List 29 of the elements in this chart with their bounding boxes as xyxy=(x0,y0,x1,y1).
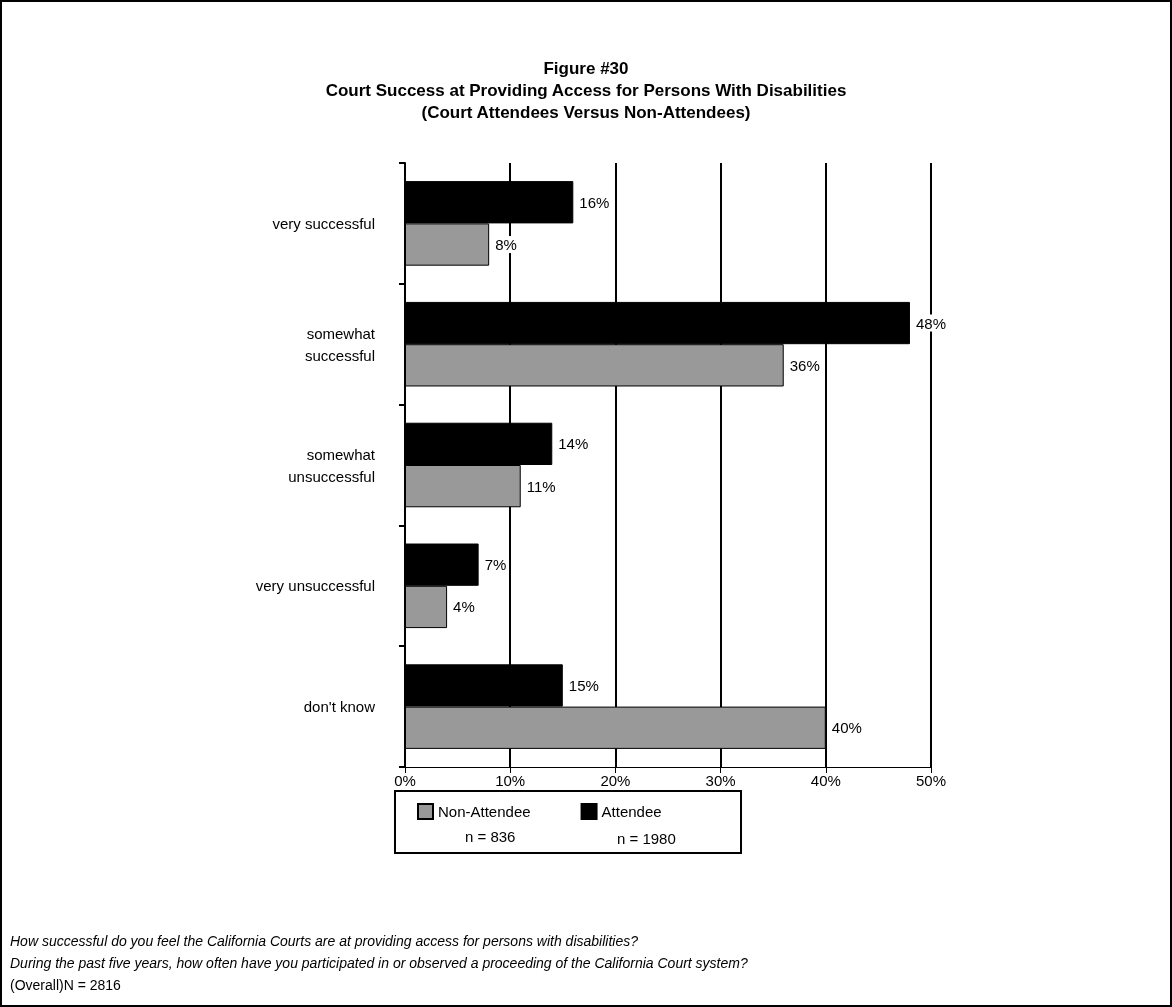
x-tick-label: 0% xyxy=(394,772,416,789)
text: n = 836 xyxy=(465,828,516,845)
legend-label: Non-Attendee xyxy=(438,803,531,820)
data-label: 8% xyxy=(495,236,517,254)
text: n = 1980 xyxy=(617,830,676,847)
data-label: 36% xyxy=(789,356,820,374)
chart-title: Figure #30 Court Success at Providing Access for Persons With Disabilities (Court Attendees Versus Non-Attendees) xyxy=(325,58,847,122)
x-tick-label: 10% xyxy=(495,772,526,789)
data-label: 11% xyxy=(526,477,556,495)
legend-label: Attendee xyxy=(601,803,662,820)
y-tick-label: somewhat unsuccessful xyxy=(288,445,376,485)
data-label: 16% xyxy=(579,193,610,211)
text: During the past five years, how often have you participated in or observed a proceeding of the California Court system? xyxy=(10,955,748,971)
data-label: 14% xyxy=(558,435,589,453)
x-tick-label: 40% xyxy=(810,772,841,789)
text: How successful do you feel the California Courts are at providing access for persons with disabilities? xyxy=(10,933,639,949)
y-tick-label: don't know xyxy=(303,698,376,716)
x-tick-label: 30% xyxy=(705,772,736,789)
x-tick-label: 50% xyxy=(915,772,947,789)
y-tick-label: very successful xyxy=(272,214,375,232)
x-tick-label: 20% xyxy=(600,772,631,789)
y-tick-label: very unsuccessful xyxy=(255,577,375,595)
data-label: 40% xyxy=(831,719,862,737)
text: (Overall)N = 2816 xyxy=(10,977,122,993)
data-label: 4% xyxy=(453,598,475,616)
data-label: 48% xyxy=(915,314,946,332)
y-tick-label: somewhat successful xyxy=(304,324,376,364)
data-label: 7% xyxy=(484,556,507,574)
data-label: 15% xyxy=(568,676,599,694)
